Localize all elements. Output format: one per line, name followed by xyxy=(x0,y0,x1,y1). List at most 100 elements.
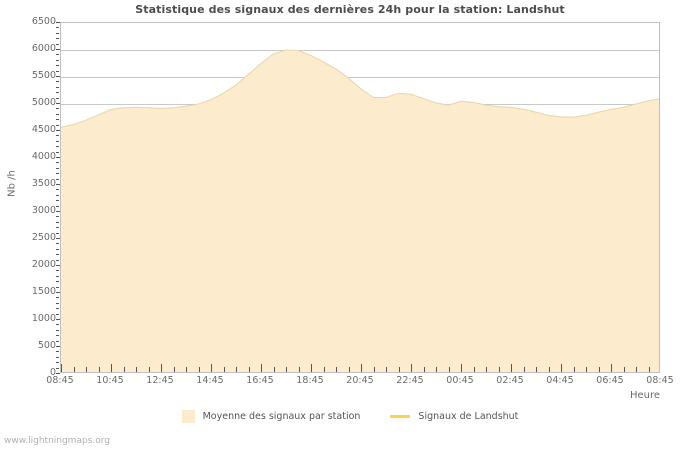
x-tick-mark xyxy=(611,364,612,372)
x-tick-mark-minor xyxy=(299,367,300,372)
x-tick-mark-minor xyxy=(186,367,187,372)
y-tick-mark-minor xyxy=(56,368,59,369)
y-tick-label: 6000 xyxy=(31,43,56,54)
y-tick-mark xyxy=(56,22,60,23)
x-tick-label: 06:45 xyxy=(596,375,624,386)
x-tick-label: 16:45 xyxy=(246,375,274,386)
x-tick-mark-minor xyxy=(486,367,487,372)
y-tick-mark-minor xyxy=(56,179,59,180)
y-tick-label: 4000 xyxy=(31,151,56,162)
y-tick-mark-minor xyxy=(56,119,59,120)
x-tick-label: 04:45 xyxy=(546,375,574,386)
y-tick-mark-minor xyxy=(56,173,59,174)
x-tick-mark-minor xyxy=(74,367,75,372)
y-tick-mark-minor xyxy=(56,38,59,39)
y-tick-label: 4500 xyxy=(31,124,56,135)
x-tick-mark-minor xyxy=(386,367,387,372)
x-tick-mark-minor xyxy=(286,367,287,372)
series-layer xyxy=(61,23,659,372)
legend-line-swatch-icon xyxy=(390,415,411,418)
x-tick-mark-minor xyxy=(499,367,500,372)
x-tick-mark xyxy=(211,364,212,372)
y-tick-mark-minor xyxy=(56,54,59,55)
x-tick-mark-minor xyxy=(424,367,425,372)
y-tick-label: 0 xyxy=(49,367,56,378)
y-tick-label: 5500 xyxy=(31,70,56,81)
y-tick-mark-minor xyxy=(56,243,59,244)
x-tick-label: 08:45 xyxy=(46,375,74,386)
x-tick-mark-minor xyxy=(436,367,437,372)
x-tick-mark-minor xyxy=(549,367,550,372)
x-tick-mark-minor xyxy=(474,367,475,372)
x-tick-mark-minor xyxy=(136,367,137,372)
y-tick-mark xyxy=(56,292,60,293)
y-tick-mark-minor xyxy=(56,335,59,336)
y-tick-label: 6500 xyxy=(31,16,56,27)
chart-legend: Moyenne des signaux par station Signaux … xyxy=(0,410,700,423)
y-tick-mark-minor xyxy=(56,249,59,250)
x-tick-mark-minor xyxy=(199,367,200,372)
y-tick-label: 3000 xyxy=(31,205,56,216)
plot-area xyxy=(60,22,660,373)
y-tick-mark-minor xyxy=(56,33,59,34)
legend-label-landshut: Signaux de Landshut xyxy=(418,411,519,422)
x-tick-mark-minor xyxy=(336,367,337,372)
y-tick-mark xyxy=(56,265,60,266)
y-tick-mark-minor xyxy=(56,141,59,142)
y-tick-mark-minor xyxy=(56,92,59,93)
x-tick-mark-minor xyxy=(574,367,575,372)
y-tick-mark-minor xyxy=(56,351,59,352)
x-tick-label: 12:45 xyxy=(146,375,174,386)
y-tick-mark-minor xyxy=(56,281,59,282)
y-tick-mark-minor xyxy=(56,81,59,82)
x-tick-label: 10:45 xyxy=(96,375,124,386)
y-tick-mark-minor xyxy=(56,216,59,217)
y-tick-label: 3500 xyxy=(31,178,56,189)
y-tick-label: 2500 xyxy=(31,232,56,243)
chart-series-svg xyxy=(61,49,659,372)
y-tick-mark xyxy=(56,157,60,158)
x-tick-mark-minor xyxy=(524,367,525,372)
y-tick-mark-minor xyxy=(56,71,59,72)
y-tick-mark xyxy=(56,49,60,50)
y-tick-mark-minor xyxy=(56,260,59,261)
x-tick-mark-minor xyxy=(374,367,375,372)
x-tick-label: 00:45 xyxy=(446,375,474,386)
y-tick-mark xyxy=(56,211,60,212)
y-tick-mark-minor xyxy=(56,222,59,223)
y-tick-mark-minor xyxy=(56,98,59,99)
y-tick-mark xyxy=(56,238,60,239)
x-tick-mark-minor xyxy=(274,367,275,372)
y-tick-mark-minor xyxy=(56,330,59,331)
x-tick-mark-minor xyxy=(249,367,250,372)
y-tick-mark-minor xyxy=(56,87,59,88)
chart-title: Statistique des signaux des dernières 24… xyxy=(135,3,565,16)
y-tick-mark-minor xyxy=(56,303,59,304)
y-tick-mark-minor xyxy=(56,206,59,207)
y-tick-mark xyxy=(56,76,60,77)
y-tick-mark-minor xyxy=(56,254,59,255)
x-tick-mark xyxy=(561,364,562,372)
x-tick-mark xyxy=(511,364,512,372)
y-tick-label: 500 xyxy=(37,340,56,351)
legend-item-landshut: Signaux de Landshut xyxy=(390,411,518,422)
y-tick-mark-minor xyxy=(56,195,59,196)
gridline xyxy=(61,77,659,78)
x-tick-label: 22:45 xyxy=(396,375,424,386)
y-tick-mark-minor xyxy=(56,308,59,309)
y-tick-mark-minor xyxy=(56,276,59,277)
y-tick-mark xyxy=(56,184,60,185)
x-axis-labels: 08:45 10:45 12:45 14:45 16:45 18:45 20:45 22:45… xyxy=(46,375,673,390)
y-tick-mark-minor xyxy=(56,357,59,358)
x-tick-mark-minor xyxy=(636,367,637,372)
x-tick-mark-minor xyxy=(586,367,587,372)
y-axis-labels: 0 500 1000 1500 2000 2500 3000 3500 4000 4500 5000… xyxy=(0,17,60,377)
y-tick-mark-minor xyxy=(56,108,59,109)
x-tick-mark-minor xyxy=(649,367,650,372)
x-tick-mark-minor xyxy=(174,367,175,372)
y-tick-mark-minor xyxy=(56,135,59,136)
y-tick-label: 1500 xyxy=(31,286,56,297)
series-area-moyenne-des-signaux-par-station xyxy=(61,50,659,372)
x-tick-mark xyxy=(61,364,62,372)
gridline xyxy=(61,50,659,51)
